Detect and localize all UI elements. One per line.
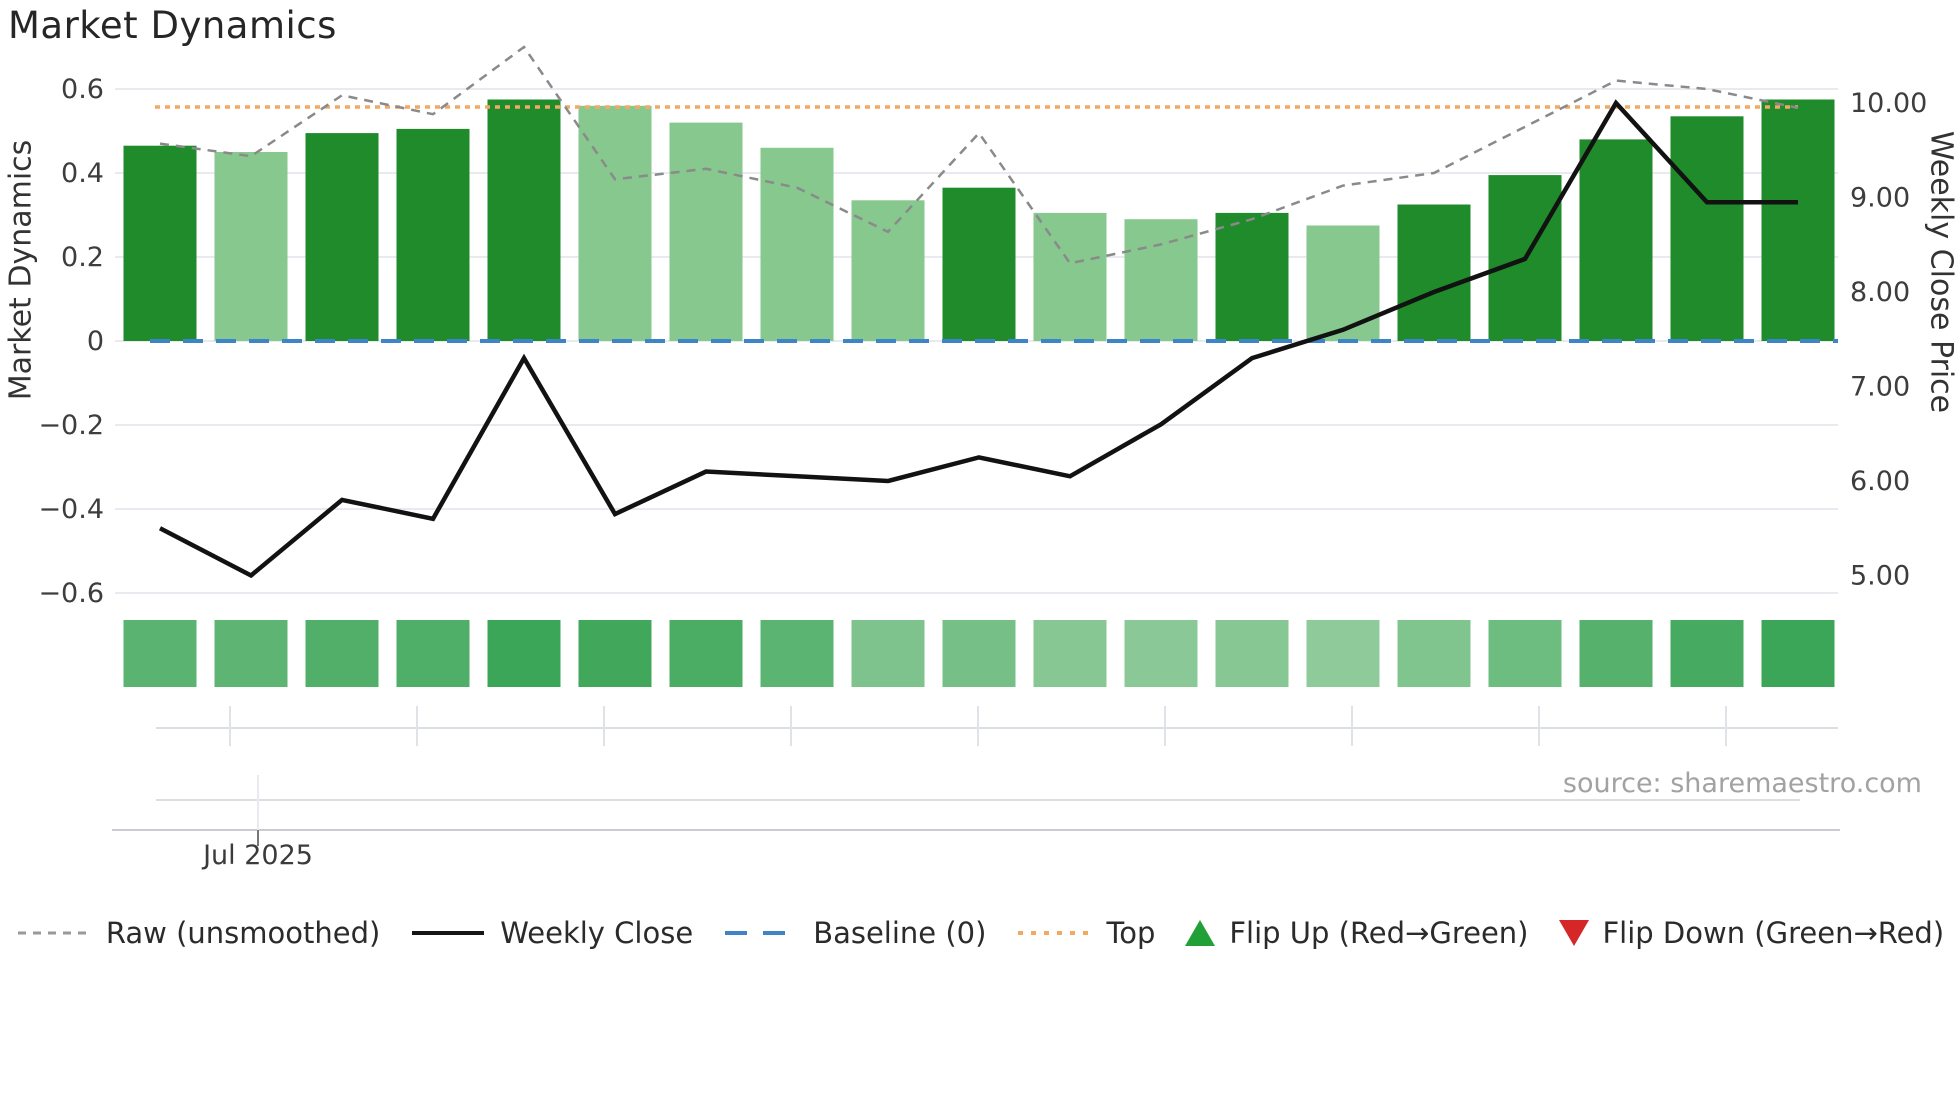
bar	[578, 105, 652, 341]
heat-strip-cell	[1306, 620, 1380, 687]
close-line	[158, 99, 1798, 579]
legend-item-flip-up[interactable]: Flip Up (Red→Green)	[1185, 916, 1529, 950]
dashed-line-swatch-icon	[16, 928, 92, 938]
bar	[760, 147, 834, 341]
triangle-up-icon	[1185, 920, 1216, 946]
heat-strip-cell	[1761, 620, 1835, 687]
page-title: Market Dynamics	[8, 4, 337, 47]
heat-strip-cell	[1488, 620, 1562, 687]
bar	[942, 187, 1016, 341]
legend-item-baseline[interactable]: Baseline (0)	[723, 916, 986, 950]
left-tick-labels: 0.6 0.4 0.2 0 −0.2 −0.4 −0.6	[38, 74, 104, 609]
legend-label: Raw (unsmoothed)	[105, 916, 381, 950]
heat-strip-cell	[669, 620, 743, 687]
heat-strip-cell	[214, 620, 288, 687]
right-axis-tick: 9.00	[1850, 183, 1910, 214]
heat-strip-cell	[578, 620, 652, 687]
heat-strip-cell	[1124, 620, 1198, 687]
left-axis-tick: −0.4	[38, 494, 104, 525]
right-axis-tick: 6.00	[1850, 466, 1910, 497]
right-axis-tick: 10.00	[1850, 88, 1927, 119]
bar	[1397, 204, 1471, 341]
bar	[1306, 225, 1380, 341]
bar	[305, 133, 379, 341]
bar	[1579, 139, 1653, 341]
legend-item-raw[interactable]: Raw (unsmoothed)	[16, 916, 380, 950]
legend-label: Top	[1106, 916, 1156, 950]
left-axis-tick: 0.4	[61, 158, 104, 189]
bar	[123, 145, 197, 341]
bottom-axis	[112, 706, 1840, 846]
legend-item-flip-down[interactable]: Flip Down (Green→Red)	[1558, 916, 1945, 950]
heat-strip-cell	[396, 620, 470, 687]
legend-label: Flip Up (Red→Green)	[1229, 916, 1529, 950]
heat-strip	[123, 620, 1835, 687]
dotted-line-swatch-icon	[1016, 928, 1092, 938]
left-axis-tick: 0.6	[61, 74, 104, 105]
bar	[669, 122, 743, 341]
x-axis-tick-label: Jul 2025	[203, 840, 313, 871]
heat-strip-cell	[487, 620, 561, 687]
heat-strip-cell	[1670, 620, 1744, 687]
heat-strip-cell	[1215, 620, 1289, 687]
heat-strip-cell	[1579, 620, 1653, 687]
triangle-down-icon	[1558, 920, 1589, 946]
heat-strip-cell	[1033, 620, 1107, 687]
right-axis-tick: 5.00	[1850, 561, 1910, 592]
right-axis-tick: 8.00	[1850, 277, 1910, 308]
solid-line-swatch-icon	[410, 928, 486, 938]
bar	[851, 200, 925, 341]
legend-item-top[interactable]: Top	[1016, 916, 1155, 950]
bar	[1670, 116, 1744, 341]
left-axis-tick: 0	[87, 326, 104, 357]
bar	[1215, 212, 1289, 341]
legend: Raw (unsmoothed) Weekly Close Baseline (…	[0, 916, 1960, 950]
longdash-line-swatch-icon	[723, 928, 799, 938]
raw-line	[159, 45, 1799, 265]
heat-strip-cell	[1397, 620, 1471, 687]
bars	[123, 99, 1835, 341]
heat-strip-cell	[942, 620, 1016, 687]
bar	[214, 152, 288, 341]
left-axis-tick: 0.2	[61, 242, 104, 273]
legend-label: Flip Down (Green→Red)	[1602, 916, 1945, 950]
bar	[1124, 219, 1198, 341]
right-axis-tick: 7.00	[1850, 372, 1910, 403]
heat-strip-cell	[760, 620, 834, 687]
heat-strip-cell	[305, 620, 379, 687]
source-note: source: sharemaestro.com	[1562, 768, 1922, 799]
bar	[1033, 212, 1107, 341]
bar	[1761, 99, 1835, 341]
right-tick-labels: 10.00 9.00 8.00 7.00 6.00 5.00	[1850, 88, 1927, 592]
heat-strip-cell	[851, 620, 925, 687]
bar	[487, 99, 561, 341]
legend-label: Weekly Close	[500, 916, 694, 950]
left-axis-tick: −0.2	[38, 410, 104, 441]
left-axis-tick: −0.6	[38, 578, 104, 609]
legend-label: Baseline (0)	[813, 916, 987, 950]
legend-item-weekly-close[interactable]: Weekly Close	[410, 916, 693, 950]
bar	[396, 128, 470, 341]
heat-strip-cell	[123, 620, 197, 687]
